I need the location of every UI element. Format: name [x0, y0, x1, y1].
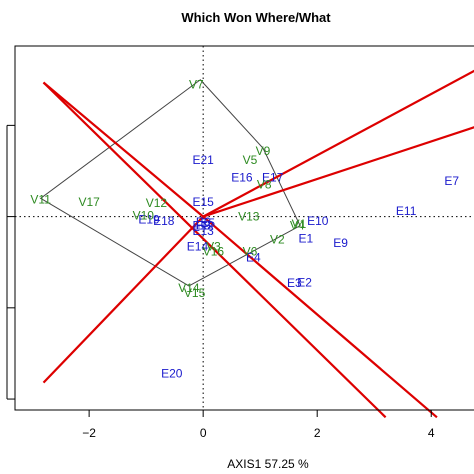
environment-label: E4	[246, 251, 261, 265]
environment-label: E18	[153, 214, 175, 228]
genotype-label: V1	[292, 217, 307, 231]
y-axis	[6, 124, 15, 400]
environment-label: E12	[192, 219, 214, 233]
sector-line	[42, 81, 204, 218]
genotype-label: V3	[206, 240, 221, 254]
environment-label: E19	[138, 212, 160, 226]
environment-label: E3	[287, 276, 302, 290]
genotype-label: V13	[238, 210, 260, 224]
x-tick-label: 4	[428, 426, 435, 440]
sector-line	[42, 215, 204, 384]
genotype-label: V14	[178, 281, 200, 295]
environment-label: E6	[196, 215, 211, 229]
environment-label: E7	[444, 174, 459, 188]
environment-label: E17	[262, 170, 284, 184]
sector-line	[202, 69, 474, 218]
genotype-label: V8	[257, 178, 272, 192]
genotype-label: V15	[184, 286, 206, 300]
genotype-label: V10	[133, 209, 155, 223]
x-tick-label: −2	[82, 426, 96, 440]
sector-line	[202, 215, 438, 419]
environment-label: E20	[161, 367, 183, 381]
genotype-label: V6	[243, 244, 258, 258]
x-axis: −2 0 2 4	[82, 409, 435, 440]
polygon-outline	[39, 79, 301, 287]
genotype-label: V11	[30, 192, 51, 206]
sector-line	[202, 126, 474, 218]
genotype-label: V17	[78, 195, 100, 209]
environment-label: E9	[333, 236, 348, 250]
environment-label: E11	[396, 204, 417, 218]
genotype-label: V9	[256, 144, 271, 158]
x-tick-label: 2	[314, 426, 321, 440]
environment-label: E15	[192, 195, 214, 209]
x-tick-label: 0	[200, 426, 207, 440]
plot-frame	[14, 45, 474, 411]
environment-label: E21	[192, 153, 214, 167]
environment-label: E10	[307, 214, 329, 228]
reference-lines	[15, 46, 474, 410]
environment-label: E2	[297, 275, 312, 289]
environment-label: E13	[192, 224, 214, 238]
genotype-label: V5	[243, 153, 258, 167]
sector-lines	[42, 69, 474, 419]
environment-label: E16	[231, 170, 253, 184]
genotype-label: V7	[189, 77, 204, 91]
genotype-label: V16	[203, 244, 225, 258]
genotype-label: V2	[270, 232, 285, 246]
genotype-label: V4	[290, 219, 305, 233]
genotype-label: V12	[146, 196, 168, 210]
environment-label: E14	[187, 240, 209, 254]
environment-label: E5	[200, 216, 215, 230]
environment-label: E8	[196, 219, 211, 233]
sector-line	[42, 81, 387, 419]
environment-label: E1	[298, 231, 313, 245]
chart-title: Which Won Where/What	[181, 10, 331, 25]
x-axis-label: AXIS1 57.25 %	[227, 457, 309, 471]
convex-hull-polygon	[39, 79, 301, 287]
